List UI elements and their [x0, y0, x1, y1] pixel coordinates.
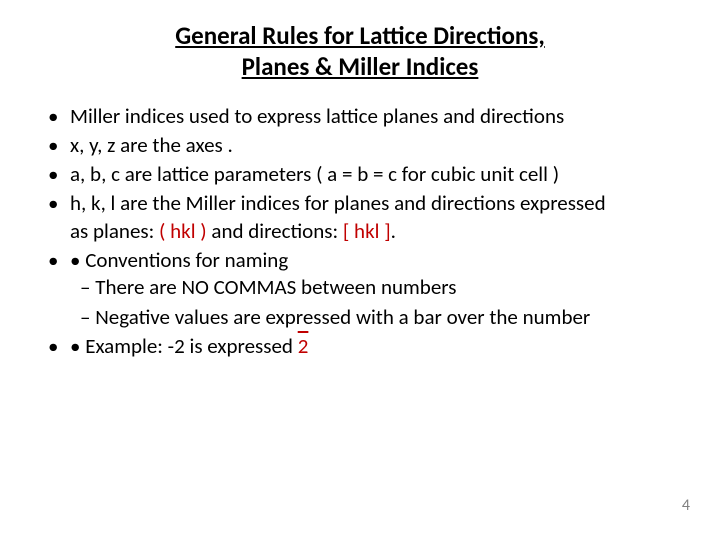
bullet-5-text: • Conventions for naming	[70, 247, 288, 273]
bullet-3-text: a, b, c are lattice parameters ( a = b =…	[70, 161, 559, 187]
bullet-4-line1: h, k, l are the Miller indices for plane…	[70, 190, 606, 216]
title-line-1: General Rules for Lattice Directions,	[40, 20, 680, 51]
hkl-directions: [ hkl ]	[343, 218, 391, 244]
bullet-list: Miller indices used to express lattice p…	[40, 103, 680, 361]
dash-1: – There are NO COMMAS between numbers	[70, 274, 680, 301]
dash-2: – Negative values are expressed with a b…	[70, 304, 680, 331]
hkl-planes: ( hkl )	[159, 218, 207, 244]
bullet-4: h, k, l are the Miller indices for plane…	[40, 190, 680, 245]
bullet-4-mid: and directions:	[207, 218, 343, 244]
bullet-2-text: x, y, z are the axes .	[70, 132, 233, 158]
bullet-6-pre: • Example: -2 is expressed	[70, 333, 298, 359]
bullet-2: x, y, z are the axes .	[40, 132, 680, 159]
title-line-2: Planes & Miller Indices	[40, 51, 680, 82]
bullet-4-line2: as planes: ( hkl ) and directions: [ hkl…	[70, 218, 680, 245]
bullet-1-text: Miller indices used to express lattice p…	[70, 103, 564, 129]
bullet-3: a, b, c are lattice parameters ( a = b =…	[40, 161, 680, 188]
bullet-1: Miller indices used to express lattice p…	[40, 103, 680, 130]
bullet-6: • Example: -2 is expressed 2	[40, 333, 680, 360]
bullet-4-pre: as planes:	[70, 218, 159, 244]
bullet-5: • Conventions for naming – There are NO …	[40, 247, 680, 331]
slide-title: General Rules for Lattice Directions, Pl…	[40, 20, 680, 83]
slide: General Rules for Lattice Directions, Pl…	[0, 0, 720, 540]
dash-2-text: – Negative values are expressed with a b…	[80, 304, 590, 330]
page-number: 4	[682, 496, 690, 515]
dash-1-text: – There are NO COMMAS between numbers	[80, 274, 456, 300]
overbar-2: 2	[298, 333, 309, 360]
bullet-4-post: .	[391, 218, 396, 244]
